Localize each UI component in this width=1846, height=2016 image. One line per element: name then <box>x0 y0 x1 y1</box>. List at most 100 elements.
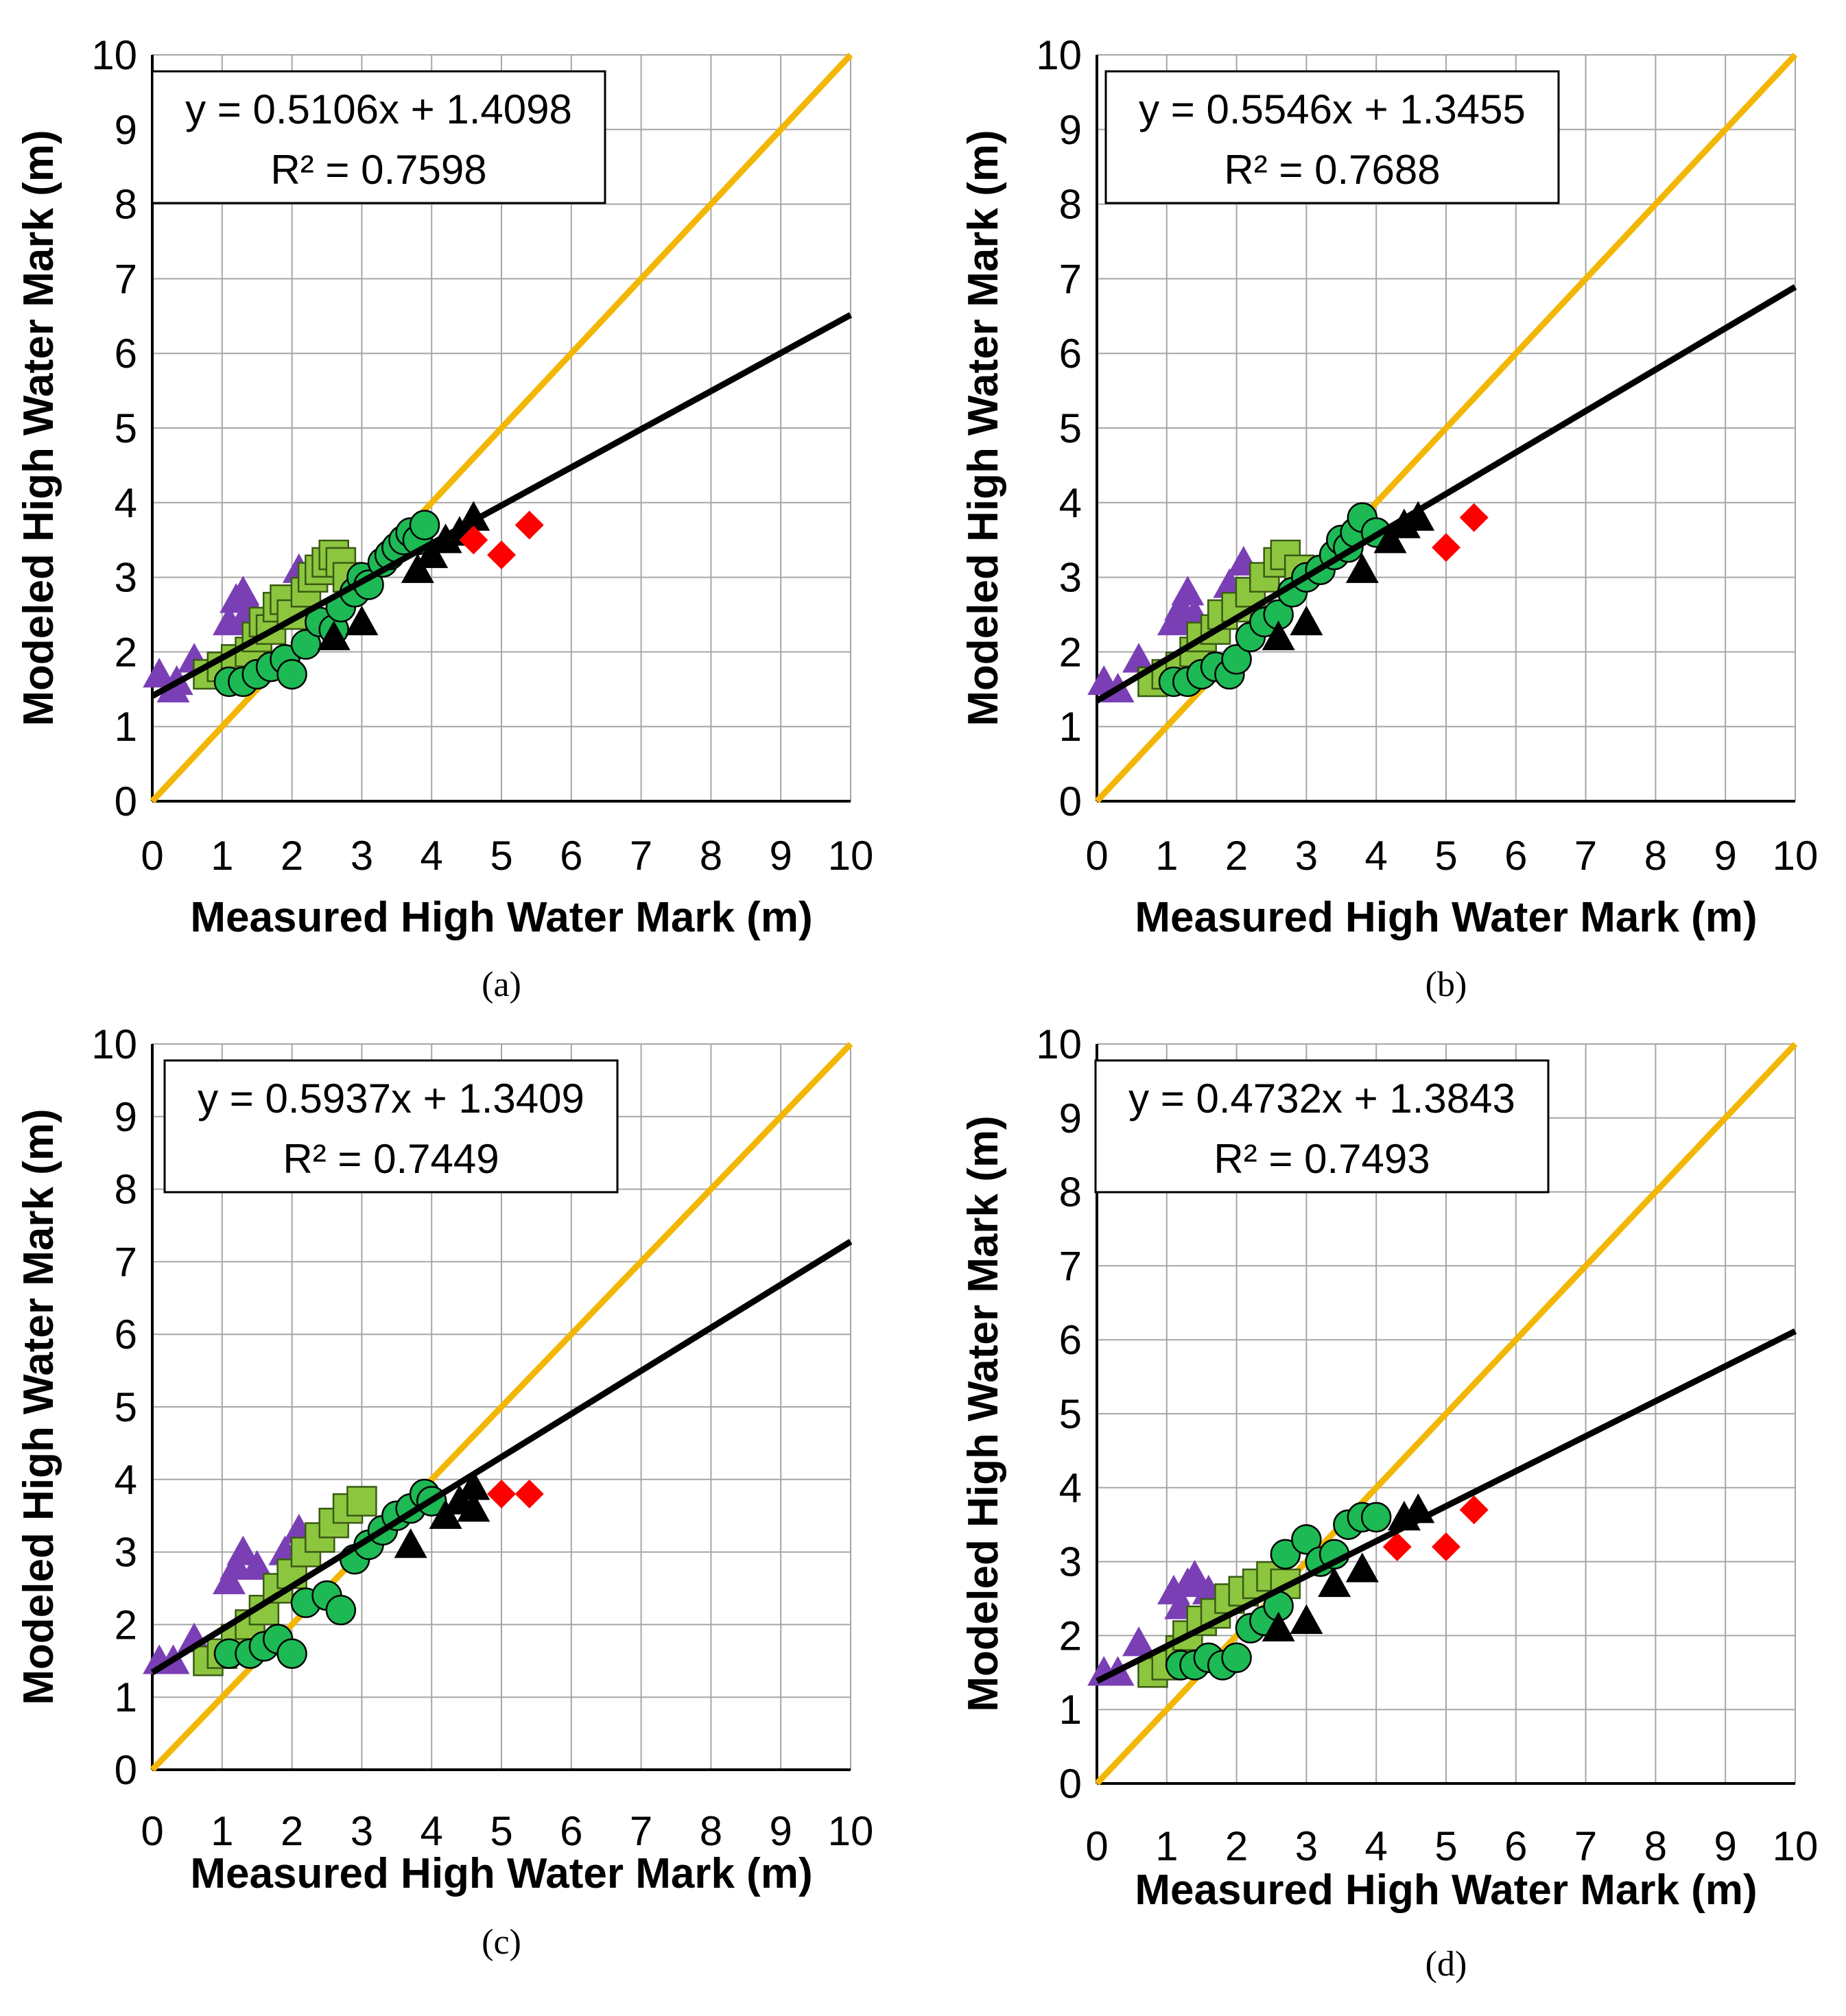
y-tick-label: 9 <box>1059 107 1082 153</box>
equation-box <box>1094 1059 1550 1194</box>
x-tick-label: 6 <box>1504 1823 1527 1869</box>
purple-triangle-point <box>143 658 176 688</box>
panel-label: (c) <box>482 1923 521 1962</box>
x-tick-label: 4 <box>421 833 443 879</box>
x-axis-title: Measured High Water Mark (m) <box>1135 1866 1757 1914</box>
x-tick-label: 10 <box>1773 833 1819 879</box>
trend-line <box>1095 284 1797 704</box>
r-squared-label: R² = 0.7493 <box>1214 1136 1430 1182</box>
x-axis-title: Measured High Water Mark (m) <box>190 1850 812 1897</box>
purple-triangle-point <box>1171 576 1205 606</box>
y-tick-label: 1 <box>115 1674 137 1720</box>
green-circle-point <box>276 1638 307 1669</box>
y-tick-label: 7 <box>1059 256 1082 302</box>
trend-line <box>150 312 853 699</box>
r-squared-label: R² = 0.7449 <box>283 1136 499 1182</box>
red-diamond-point <box>1432 533 1460 562</box>
y-axis-title: Modeled High Water Mark (m) <box>960 130 1007 726</box>
green-circle-point <box>1291 1524 1322 1555</box>
y-tick-label: 8 <box>1059 1170 1082 1215</box>
y-tick-label: 7 <box>1059 1243 1082 1289</box>
chart-panel-c: 0 1 2 3 4 5 6 7 8 9 10 0 1 2 3 4 5 6 7 8 9 10 Measured High Wa… <box>15 1021 873 1962</box>
green-circle-point <box>1221 1642 1252 1673</box>
y-tick-label: 2 <box>115 1602 137 1648</box>
x-tick-label: 9 <box>1714 833 1737 879</box>
y-tick-label: 3 <box>115 555 137 601</box>
r-squared-label: R² = 0.7688 <box>1224 147 1440 193</box>
purple-triangle-point <box>1122 643 1156 673</box>
black-triangle-point <box>1262 620 1295 650</box>
y-tick-label: 2 <box>1059 1613 1082 1659</box>
panel-label: (b) <box>1425 965 1467 1004</box>
red-diamond-point <box>1459 503 1489 532</box>
y-tick-label: 10 <box>91 32 137 78</box>
y-tick-label: 9 <box>115 107 137 153</box>
black-triangle-point <box>401 553 434 583</box>
x-tick-label: 7 <box>630 833 652 879</box>
y-tick-label: 3 <box>1059 555 1082 601</box>
black-triangle-point <box>1290 605 1323 636</box>
r-squared-label: R² = 0.7598 <box>270 147 486 193</box>
black-triangle-point <box>1387 508 1421 538</box>
x-tick-label: 10 <box>828 1808 874 1854</box>
green-circle-point <box>325 1594 357 1626</box>
x-tick-label: 2 <box>1225 833 1248 879</box>
x-axis-title: Measured High Water Mark (m) <box>1135 894 1757 941</box>
regression-equation: y = 0.5106x + 1.4098 <box>185 86 572 132</box>
x-tick-label: 6 <box>560 1808 582 1854</box>
trend-line <box>1095 1328 1797 1684</box>
black-triangle-point <box>394 1528 427 1558</box>
x-tick-label: 10 <box>828 833 874 879</box>
x-tick-label: 3 <box>1295 1823 1318 1869</box>
y-tick-label: 10 <box>91 1021 137 1067</box>
x-tick-label: 5 <box>1434 1823 1457 1869</box>
y-tick-label: 1 <box>115 704 137 750</box>
black-triangle-point <box>1401 501 1435 531</box>
x-tick-label: 0 <box>1085 1823 1108 1869</box>
x-tick-label: 6 <box>1504 833 1527 879</box>
y-tick-label: 0 <box>115 1747 137 1793</box>
x-tick-label: 0 <box>141 1808 163 1854</box>
x-tick-label: 1 <box>211 833 233 879</box>
purple-triangle-point <box>1122 1626 1156 1657</box>
x-tick-label: 9 <box>770 833 792 879</box>
y-tick-label: 10 <box>1036 1021 1082 1067</box>
black-triangle-point <box>1318 1567 1351 1598</box>
y-tick-label: 8 <box>115 182 137 228</box>
black-triangle-point <box>317 620 351 650</box>
black-triangle-point <box>1345 1552 1379 1582</box>
x-tick-label: 5 <box>490 833 512 879</box>
x-tick-label: 2 <box>281 1808 303 1854</box>
x-tick-label: 3 <box>351 833 373 879</box>
y-tick-label: 4 <box>115 1457 137 1503</box>
y-tick-label: 4 <box>115 480 137 526</box>
x-tick-label: 1 <box>211 1808 233 1854</box>
black-triangle-point <box>1262 1611 1295 1641</box>
y-tick-label: 4 <box>1059 480 1082 526</box>
x-tick-label: 7 <box>630 1808 652 1854</box>
y-tick-label: 8 <box>115 1167 137 1213</box>
x-tick-label: 2 <box>1225 1823 1248 1869</box>
y-tick-label: 0 <box>1059 1761 1082 1807</box>
x-tick-label: 9 <box>1714 1823 1737 1869</box>
equation-box <box>163 1059 619 1194</box>
panel-label: (d) <box>1425 1945 1467 1984</box>
y-tick-label: 9 <box>1059 1095 1082 1141</box>
x-tick-label: 4 <box>1365 1823 1388 1869</box>
y-tick-label: 0 <box>1059 779 1082 825</box>
equation-box <box>151 70 606 204</box>
x-tick-label: 5 <box>490 1808 512 1854</box>
y-tick-label: 6 <box>115 1312 137 1357</box>
green-circle-point <box>1360 1502 1392 1533</box>
purple-triangle-point <box>1157 605 1190 636</box>
red-diamond-point <box>487 1479 516 1508</box>
y-axis-title: Modeled High Water Mark (m) <box>15 1108 62 1705</box>
y-tick-label: 1 <box>1059 704 1082 750</box>
y-tick-label: 5 <box>1059 1391 1082 1437</box>
green-circle-point <box>1270 1539 1301 1570</box>
green-circle-point <box>1221 644 1252 675</box>
purple-triangle-point <box>212 605 246 636</box>
